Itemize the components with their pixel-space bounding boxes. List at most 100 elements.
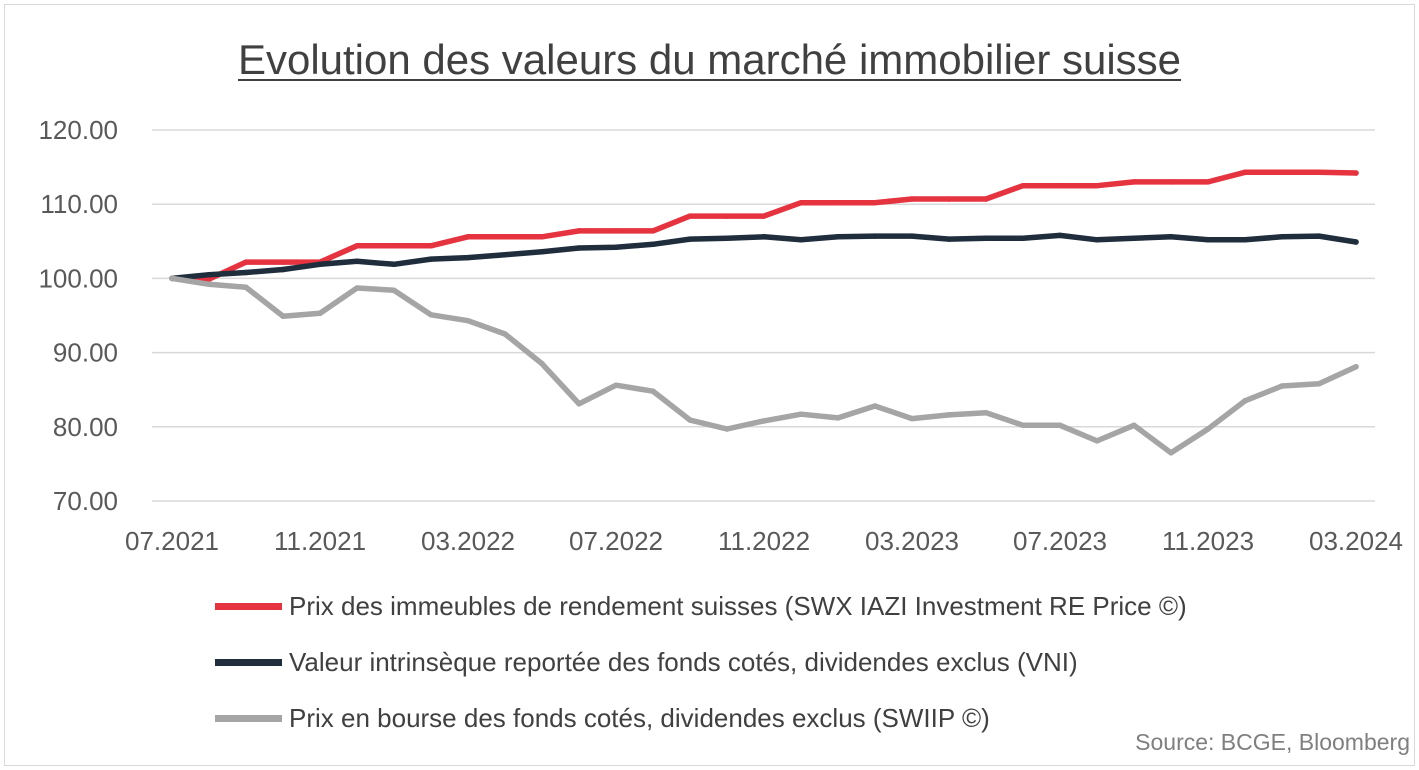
data-point bbox=[243, 269, 249, 276]
data-point bbox=[1131, 422, 1137, 429]
series-2 bbox=[169, 232, 1359, 282]
data-point bbox=[909, 196, 915, 202]
data-point bbox=[909, 233, 915, 239]
data-point bbox=[1094, 182, 1100, 189]
data-point bbox=[946, 412, 952, 418]
x-tick-label: 11.2022 bbox=[718, 526, 810, 556]
data-point bbox=[1279, 383, 1285, 389]
y-tick-label: 120.00 bbox=[38, 115, 118, 145]
data-point bbox=[539, 360, 545, 367]
data-point bbox=[650, 228, 656, 234]
data-point bbox=[280, 266, 286, 273]
data-point bbox=[465, 254, 471, 261]
data-point bbox=[946, 196, 952, 202]
data-point bbox=[1242, 398, 1248, 404]
x-tick-label: 03.2023 bbox=[865, 526, 959, 556]
legend-swatch bbox=[215, 658, 282, 666]
data-point bbox=[465, 234, 471, 240]
data-point bbox=[206, 276, 212, 282]
series-group bbox=[169, 169, 1359, 456]
data-point bbox=[835, 234, 841, 240]
x-axis-tick-labels: 07.2021 11.2021 03.2022 07.2022 11.2022 03.20… bbox=[125, 526, 1403, 556]
data-point bbox=[502, 331, 508, 337]
data-point bbox=[1205, 237, 1211, 243]
data-point bbox=[576, 401, 582, 407]
data-point bbox=[1057, 182, 1063, 189]
legend-swatch bbox=[215, 714, 282, 722]
data-point bbox=[1131, 235, 1137, 242]
data-point bbox=[650, 241, 656, 248]
data-point bbox=[872, 233, 878, 239]
legend-item-swiip: Prix en bourse des fonds cotés, dividend… bbox=[215, 703, 990, 733]
series-3 bbox=[169, 275, 1359, 456]
legend-swatch bbox=[215, 602, 282, 610]
data-point bbox=[1094, 237, 1100, 243]
data-point bbox=[1205, 426, 1211, 432]
data-point bbox=[1020, 182, 1026, 189]
data-point bbox=[354, 285, 360, 291]
data-point bbox=[576, 228, 582, 234]
data-point bbox=[428, 256, 434, 262]
data-point bbox=[761, 234, 767, 240]
data-point bbox=[687, 417, 693, 423]
data-point bbox=[798, 199, 804, 206]
data-point bbox=[1279, 169, 1285, 176]
data-point bbox=[1057, 232, 1063, 239]
legend-item-swx-iazi-price: Prix des immeubles de rendement suisses … bbox=[215, 591, 1187, 621]
data-point bbox=[428, 312, 434, 318]
data-point bbox=[650, 388, 656, 394]
data-point bbox=[613, 244, 619, 250]
data-point bbox=[428, 243, 434, 249]
data-point bbox=[243, 259, 249, 265]
x-tick-label: 07.2023 bbox=[1013, 526, 1107, 556]
data-point bbox=[1316, 381, 1322, 387]
data-point bbox=[798, 411, 804, 417]
data-point bbox=[1316, 169, 1322, 176]
data-point bbox=[1057, 422, 1063, 429]
data-point bbox=[687, 213, 693, 219]
data-point bbox=[872, 199, 878, 206]
data-point bbox=[169, 275, 175, 282]
data-point bbox=[613, 228, 619, 234]
line-chart: 70.00 80.00 90.00 100.00 110.00 120.00 07.202… bbox=[38, 115, 1403, 556]
data-point bbox=[391, 287, 397, 294]
data-point bbox=[1353, 363, 1359, 370]
data-point bbox=[724, 213, 730, 219]
data-point bbox=[761, 418, 767, 424]
x-tick-label: 03.2024 bbox=[1309, 526, 1403, 556]
data-point bbox=[613, 382, 619, 388]
data-point bbox=[798, 237, 804, 243]
source-note: Source: BCGE, Bloomberg bbox=[1135, 729, 1410, 755]
data-point bbox=[835, 199, 841, 206]
data-point bbox=[983, 196, 989, 202]
data-point bbox=[1353, 239, 1359, 245]
data-point bbox=[539, 248, 545, 255]
data-point bbox=[317, 310, 323, 317]
data-point bbox=[206, 271, 212, 278]
data-point bbox=[1131, 179, 1137, 185]
data-point bbox=[465, 317, 471, 324]
x-tick-label: 03.2022 bbox=[421, 526, 515, 556]
data-point bbox=[983, 235, 989, 242]
series-line bbox=[169, 232, 1359, 282]
y-tick-label: 100.00 bbox=[38, 263, 118, 293]
y-axis-tick-labels: 70.00 80.00 90.00 100.00 110.00 120.00 bbox=[38, 115, 118, 516]
data-point bbox=[1242, 169, 1248, 176]
data-point bbox=[724, 426, 730, 432]
data-point bbox=[1316, 233, 1322, 239]
data-point bbox=[354, 243, 360, 249]
data-point bbox=[502, 251, 508, 258]
x-tick-label: 11.2021 bbox=[274, 526, 366, 556]
data-point bbox=[280, 259, 286, 265]
data-point bbox=[1242, 237, 1248, 243]
chart-title: Evolution des valeurs du marché immobili… bbox=[237, 36, 1182, 83]
data-point bbox=[354, 258, 360, 265]
y-tick-label: 70.00 bbox=[53, 486, 118, 516]
y-tick-label: 90.00 bbox=[53, 338, 118, 368]
data-point bbox=[576, 245, 582, 251]
data-point bbox=[687, 236, 693, 242]
data-point bbox=[1094, 438, 1100, 444]
data-point bbox=[539, 234, 545, 240]
data-point bbox=[983, 409, 989, 416]
series-1 bbox=[169, 169, 1359, 282]
